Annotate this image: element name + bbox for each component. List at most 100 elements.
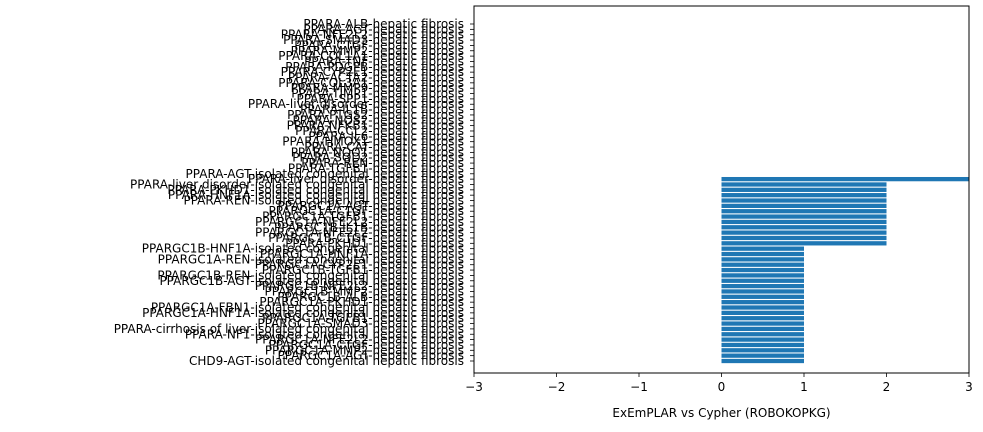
y-tick-label: PPARA-HNF1A-isolated congenital hepatic … xyxy=(168,188,464,202)
y-tick-label: PPARA-NFE2L2-hepatic fibrosis xyxy=(281,28,464,42)
bar xyxy=(721,193,887,198)
bar xyxy=(721,187,887,192)
bar xyxy=(721,294,804,299)
bar xyxy=(721,267,804,273)
y-tick-label: PPARGC1B-CTGF-hepatic fibrosis xyxy=(268,231,464,245)
y-tick-label: PPARGC1A-NFE2L2-hepatic fibrosis xyxy=(255,333,464,347)
y-tick-label: PPARGC1A-AGT-hepatic fibrosis xyxy=(278,349,464,363)
y-tick-label: PPARGC1A-HNF1A-hepatic fibrosis xyxy=(260,247,464,261)
y-tick-label: PPARA-ACTA2-hepatic fibrosis xyxy=(288,70,464,84)
y-tick-label: PPARA-SOD2-hepatic fibrosis xyxy=(292,151,464,165)
bar xyxy=(721,262,804,267)
y-tick-label: PPARA-HMOX1-hepatic fibrosis xyxy=(282,135,464,149)
y-tick-label: PPARGC1A-NFE2L2-hepatic fibrosis xyxy=(255,215,464,229)
y-tick-label: PPARA-NFKB1-hepatic fibrosis xyxy=(287,119,464,133)
y-tick-label: PPARGC1B-REN-isolated congenital hepatic… xyxy=(157,268,464,282)
y-tick-label: PPARA-liver disorder-hepatic fibrosis xyxy=(248,172,464,186)
bar xyxy=(721,182,887,187)
y-tick-label: PPARA-CAT-hepatic fibrosis xyxy=(304,140,464,154)
y-tick-label: PPARGC1A-NFE2L2-hepatic fibrosis xyxy=(255,226,464,240)
y-tick-label: PPARGC1A-CTGF-hepatic fibrosis xyxy=(268,204,464,218)
y-tick-label: PPARA-CYP2E1-hepatic fibrosis xyxy=(281,65,464,79)
y-tick-label: PPARA-REN-isolated congenital hepatic fi… xyxy=(183,194,464,208)
x-tick-label: −1 xyxy=(630,380,648,394)
y-tick-label: PPARGC1B-IL1B-hepatic fibrosis xyxy=(274,220,464,234)
y-tick-label: PPARA-PKHD1-hepatic fibrosis xyxy=(285,236,464,250)
bar xyxy=(721,246,804,251)
y-tick-label: PPARGC1A-SMAD3-hepatic fibrosis xyxy=(257,317,464,331)
bar xyxy=(721,257,804,262)
bar xyxy=(721,316,804,321)
y-tick-label: PPARA-REN-hepatic fibrosis xyxy=(301,156,464,170)
y-tick-label: PPARA-liver disorder-hepatic fibrosis xyxy=(248,97,464,111)
y-tick-label: PPARA-TIMP1-hepatic fibrosis xyxy=(291,87,464,101)
x-tick-label: 0 xyxy=(718,380,726,394)
bar xyxy=(721,289,804,294)
bar xyxy=(721,214,887,219)
bar xyxy=(721,332,804,337)
y-tick-label: PPARA-PDGFB-hepatic fibrosis xyxy=(285,60,464,74)
y-tick-label: PPARA-IL6-hepatic fibrosis xyxy=(308,129,464,143)
bar xyxy=(721,353,804,358)
y-tick-label: PPARA-NQO1-hepatic fibrosis xyxy=(291,145,464,159)
y-tick-label: PPARGC1A-CYP2E1-hepatic fibrosis xyxy=(255,258,464,272)
bar xyxy=(721,342,804,348)
y-tick-label: PPARGC1B-TGFB1-hepatic fibrosis xyxy=(262,263,464,277)
y-tick-label: PPARA-IL1B-hepatic fibrosis xyxy=(300,103,464,117)
y-tick-label: PPARGC1A-TGFB1-hepatic fibrosis xyxy=(262,311,464,325)
bar xyxy=(721,337,804,342)
y-tick-label: PPARGC1B-HNF1A-isolated congenital hepat… xyxy=(142,242,464,256)
y-tick-label: PPARGC1A-HNF1A-isolated congenital hepat… xyxy=(142,306,464,320)
y-tick-label: PPARGC1A-AGT-hepatic fibrosis xyxy=(278,199,464,213)
y-tick-label: PPARA-TNF-hepatic fibrosis xyxy=(304,54,464,68)
y-tick-label: PPARA-MMP2-hepatic fibrosis xyxy=(291,44,464,58)
x-tick-label: 3 xyxy=(965,380,973,394)
y-tick-label: PPARA-CCL2-hepatic fibrosis xyxy=(295,124,464,138)
y-tick-label: PPARGC1B-ALB-hepatic fibrosis xyxy=(277,290,464,304)
y-tick-label: PPARA-NF1-isolated congenital hepatic fi… xyxy=(185,327,464,341)
x-tick-label: 2 xyxy=(883,380,891,394)
bar xyxy=(721,176,969,182)
y-tick-label: PPARA-COL3A1-hepatic fibrosis xyxy=(278,76,464,90)
y-tick-label: PPARA-cirrhosis of liver-isolated congen… xyxy=(114,322,464,336)
x-tick-label: 1 xyxy=(800,380,808,394)
bar xyxy=(721,203,887,209)
bars-group xyxy=(721,176,969,364)
y-tick-label: PPARGC1B-AGT-isolated congenital hepatic… xyxy=(159,274,464,288)
bar xyxy=(721,348,804,353)
bar xyxy=(721,209,887,214)
bar xyxy=(721,241,887,246)
y-tick-label: PPARGC1B-NFE2L2-hepatic fibrosis xyxy=(255,279,464,293)
bar xyxy=(721,230,887,235)
y-tick-label: PPARA-COL1A1-hepatic fibrosis xyxy=(278,49,464,63)
x-axis-label: ExEmPLAR vs Cypher (ROBOKOPKG) xyxy=(612,406,830,420)
y-tick-label: PPARA-CTGF-hepatic fibrosis xyxy=(294,38,464,52)
y-tick-label: PPARA-NOS2-hepatic fibrosis xyxy=(293,113,464,127)
y-tick-label: PPARGC1B-MMP2-hepatic fibrosis xyxy=(265,284,464,298)
bar xyxy=(721,321,804,326)
y-tick-labels: CHD9-AGT-isolated congenital hepatic fib… xyxy=(114,17,474,368)
y-tick-label: PPARA-MMP9-hepatic fibrosis xyxy=(291,81,464,95)
bar xyxy=(721,225,887,230)
y-tick-label: PPARA-TGFB1-hepatic fibrosis xyxy=(288,161,464,175)
y-tick-label: PPARA-ALB-hepatic fibrosis xyxy=(303,17,464,31)
bar xyxy=(721,358,804,364)
bar xyxy=(721,310,804,315)
y-tick-label: PPARA-AGT-isolated congenital hepatic fi… xyxy=(186,167,464,181)
bar xyxy=(721,326,804,332)
y-tick-label: PPARGC1A-FBN1-isolated congenital hepati… xyxy=(151,301,464,315)
y-tick-label: PPARGC1A-TGFB1-hepatic fibrosis xyxy=(262,210,464,224)
x-tick-label: −3 xyxy=(465,380,483,394)
y-tick-label: PPARGC1A-CTGF-hepatic fibrosis xyxy=(268,338,464,352)
y-tick-label: PPARA-liver disorder-isolated congenital… xyxy=(130,177,464,191)
bar xyxy=(721,278,804,283)
x-ticks: −3 −2 −1 0 1 2 3 xyxy=(465,373,973,394)
bar xyxy=(721,305,804,310)
bar xyxy=(721,283,804,289)
bar xyxy=(721,273,804,278)
y-tick-label: PPARA-SMAD3-hepatic fibrosis xyxy=(283,33,464,47)
bar xyxy=(721,251,804,257)
y-tick-label: CHD9-AGT-isolated congenital hepatic fib… xyxy=(189,354,464,368)
bar xyxy=(721,300,804,305)
